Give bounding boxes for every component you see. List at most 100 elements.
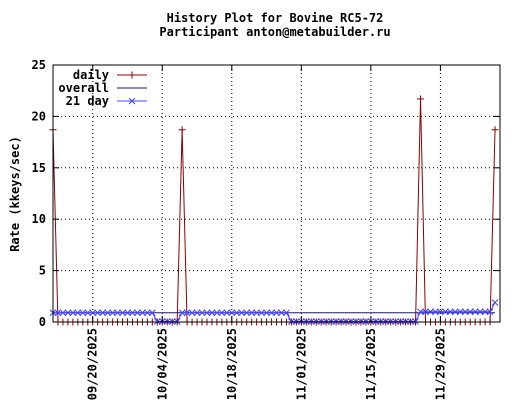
series-21-day-marker: [74, 309, 82, 317]
series-21-day-marker: [412, 318, 419, 325]
series-21-day-marker: [193, 309, 201, 317]
y-tick-label: 20: [32, 109, 46, 123]
series-21-day-marker: [114, 309, 121, 317]
series-21-day-marker: [347, 318, 355, 325]
series-21-day-marker: [392, 318, 400, 325]
series-21-day-marker: [322, 318, 330, 325]
chart-title-block: History Plot for Bovine RC5-72 Participa…: [0, 11, 520, 39]
series-21-day-marker: [168, 318, 176, 325]
series-21-day-marker: [432, 308, 439, 316]
plot-frame: [52, 64, 501, 323]
series-daily-marker: [178, 126, 186, 134]
series-21-day-marker: [198, 309, 206, 317]
series-21-day-marker: [337, 318, 345, 325]
series-21-day-marker: [327, 318, 335, 325]
series-21-day-marker: [233, 309, 241, 317]
series-21-day-marker: [372, 318, 380, 325]
series-21-day-marker: [188, 309, 196, 317]
series-21-day-marker: [89, 309, 97, 317]
series-21-day-marker: [99, 309, 107, 317]
series-21-day-marker: [223, 309, 231, 317]
series-21-day-marker: [402, 318, 409, 325]
series-21-day-marker: [422, 308, 429, 316]
series-21-day-marker: [417, 308, 424, 316]
series-daily-line: [52, 98, 496, 323]
series-21-day-marker: [268, 309, 275, 317]
x-tick-label: 09/20/2025: [86, 328, 100, 400]
series-21-day-marker: [144, 309, 151, 317]
series-21-day-marker: [178, 309, 186, 317]
y-tick-label: 25: [32, 58, 46, 72]
series-21-day-marker: [278, 309, 285, 317]
series-21-day-marker: [258, 309, 265, 317]
series-21-day-marker: [104, 309, 111, 317]
series-21-day-marker: [491, 299, 499, 306]
series-21-day-marker: [238, 309, 246, 317]
series-21-day-marker: [54, 309, 62, 317]
axis-ticks: 0 5 10 15 20 25 09/20/2025 10/04/2025 10/18/2025…: [32, 58, 500, 400]
y-tick-label: 0: [39, 315, 46, 329]
series-21-day-marker: [362, 318, 370, 325]
series-21-day-marker: [163, 318, 171, 325]
series-21-day-marker: [124, 309, 131, 317]
series-21-day-marker: [476, 308, 484, 316]
series-21-day-marker: [427, 308, 434, 316]
series-21-day-marker: [387, 318, 395, 325]
series-21-day-marker: [352, 318, 360, 325]
grid-lines: [53, 65, 500, 322]
series-21-day-marker: [109, 309, 116, 317]
series-21-day-marker: [471, 308, 479, 316]
chart-subtitle: Participant anton@metabuilder.ru: [159, 25, 391, 39]
series-21-day-marker: [148, 309, 156, 317]
series-21-day-marker: [442, 308, 449, 316]
series-21-day-marker: [293, 318, 300, 325]
x-tick-label: 10/04/2025: [155, 328, 169, 400]
series-21-day-marker: [218, 309, 226, 317]
series-21-day-marker: [248, 309, 256, 317]
y-axis-label: Rate (kkeys/sec): [8, 136, 22, 252]
series-21-day-marker: [263, 309, 270, 317]
series-21-day-marker: [84, 309, 92, 317]
series-21-day-marker: [134, 309, 141, 317]
legend-label-daily: daily: [73, 68, 109, 82]
series-21-day-marker: [59, 309, 67, 317]
series-21-day-marker: [357, 318, 365, 325]
series-21-day-marker: [377, 318, 385, 325]
x-tick-label: 10/18/2025: [225, 328, 239, 400]
series-21-day-marker: [288, 318, 295, 325]
series-21-day-marker: [119, 309, 126, 317]
series-21-day-marker: [228, 309, 236, 317]
series-21-day-marker: [203, 309, 211, 317]
series-21-day-marker: [64, 309, 72, 317]
legend-item-daily: daily: [73, 68, 147, 82]
series-21-day-marker: [481, 308, 489, 316]
series-21-day-marker: [213, 309, 221, 317]
x-tick-label: 11/29/2025: [433, 328, 447, 400]
series-21-day-marker: [397, 318, 405, 325]
chart-title: History Plot for Bovine RC5-72: [166, 11, 384, 25]
series-21-day-line: [53, 302, 496, 322]
series-21-day-marker: [446, 308, 454, 316]
series-21-day-marker: [342, 318, 350, 325]
series-21-day-marker: [307, 318, 315, 325]
series-21-day-marker: [129, 309, 136, 317]
legend-label-overall: overall: [58, 81, 109, 95]
series-21-day-marker: [79, 309, 87, 317]
y-tick-label: 15: [32, 161, 46, 175]
series-21-day-marker: [208, 309, 216, 317]
series-21-day-marker: [486, 308, 494, 316]
series-21-day-marker: [302, 318, 310, 325]
series-21-day-marker: [273, 309, 280, 317]
series-21-day-marker: [312, 318, 320, 325]
series-21-day-marker: [437, 308, 444, 316]
series-21-day-marker: [451, 308, 459, 316]
series-markers: [49, 95, 499, 326]
y-tick-label: 5: [39, 264, 46, 278]
series-21-day-marker: [283, 309, 290, 317]
series-21-day-marker: [382, 318, 390, 325]
series-21-day-marker: [94, 309, 102, 317]
series-21-day-marker: [153, 318, 161, 325]
